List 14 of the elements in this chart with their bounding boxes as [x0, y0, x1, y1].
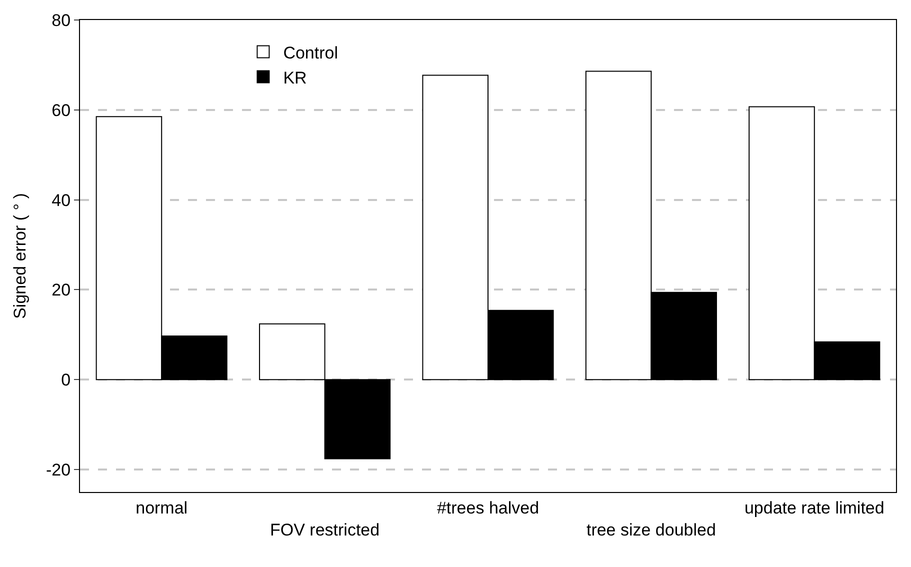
x-tick-label: update rate limited: [744, 498, 884, 518]
legend-label: Control: [283, 43, 338, 62]
x-tick-label: FOV restricted: [270, 520, 380, 540]
y-axis-title: Signed error ( ° ): [10, 193, 30, 319]
y-tick-label: 60: [52, 100, 71, 120]
x-tick-label: tree size doubled: [586, 520, 716, 540]
y-tick-label: -20: [46, 460, 71, 480]
y-tick-label: 0: [61, 370, 71, 390]
x-tick-label: #trees halved: [436, 498, 540, 518]
x-tick-label: normal: [136, 498, 188, 518]
y-tick-label: 40: [52, 190, 71, 210]
legend-label: KR: [283, 68, 307, 88]
y-tick-label: 80: [52, 10, 71, 30]
y-tick-label: 20: [52, 280, 71, 300]
